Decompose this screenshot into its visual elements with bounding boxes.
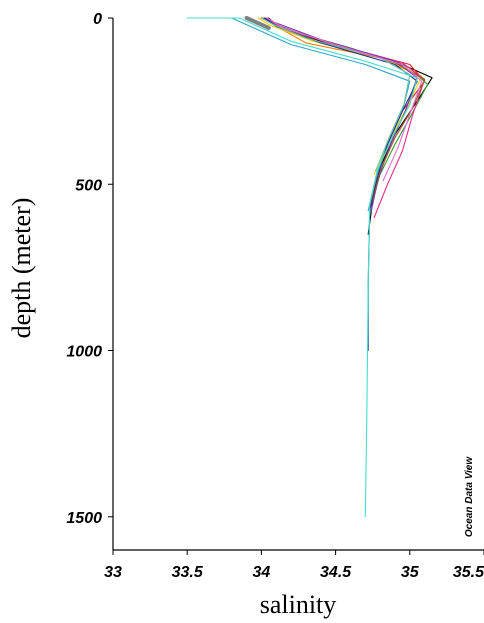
salinity-profile-12 <box>260 17 411 172</box>
x-tick-label: 34.5 <box>320 564 352 581</box>
x-tick-label: 34 <box>253 564 271 581</box>
y-tick-label: 1500 <box>66 510 102 527</box>
x-tick-label: 35.5 <box>453 564 484 581</box>
series-layer <box>186 16 433 518</box>
salinity-profile-11 <box>186 17 418 518</box>
salinity-profile-13 <box>266 17 423 182</box>
x-axis-title: salinity <box>260 590 337 619</box>
salinity-profile-8 <box>262 17 426 202</box>
x-tick-label: 33 <box>104 564 122 581</box>
odv-watermark: Ocean Data View <box>464 456 475 537</box>
salinity-profile-9 <box>231 17 411 212</box>
y-tick-label: 0 <box>93 11 102 28</box>
y-axis-title: depth (meter) <box>7 198 36 339</box>
y-tick-label: 1000 <box>66 344 102 361</box>
axes-layer: 33 33.5 34 34.5 35 35.5 0 500 1000 1500 <box>66 11 484 581</box>
salinity-profile-10 <box>263 17 418 352</box>
x-tick-label: 33.5 <box>172 564 204 581</box>
x-tick-label: 35 <box>401 564 420 581</box>
y-tick-label: 500 <box>75 177 102 194</box>
salinity-profile-14 <box>244 16 271 30</box>
